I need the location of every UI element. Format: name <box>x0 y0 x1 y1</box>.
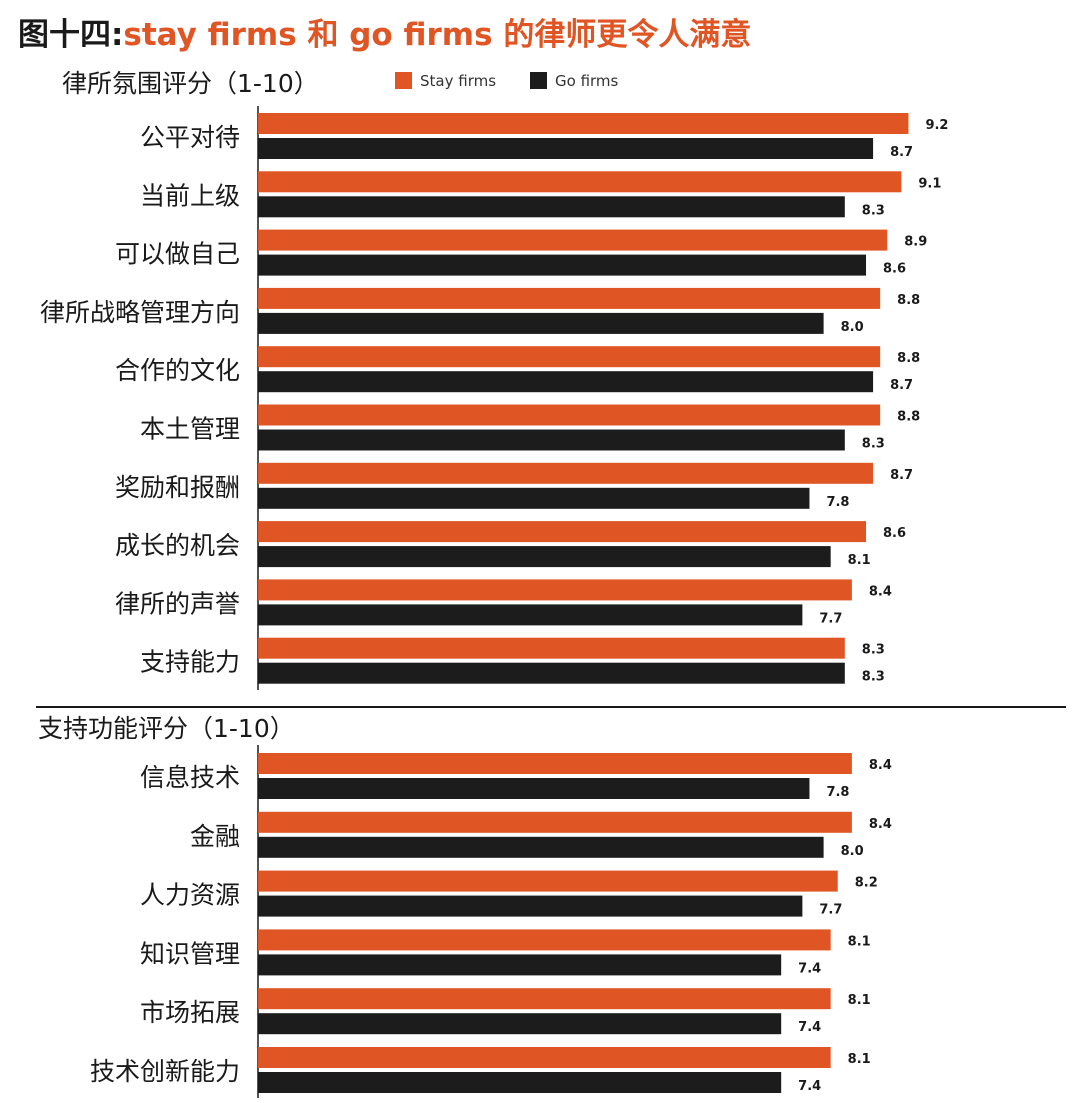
category-label: 金融 <box>190 822 240 851</box>
bar-stay <box>258 462 874 484</box>
value-label-stay: 8.4 <box>869 758 892 773</box>
category-label: 合作的文化 <box>115 356 240 385</box>
bar-stay <box>258 1047 831 1068</box>
value-label-go: 7.8 <box>826 495 849 510</box>
value-label-go: 8.0 <box>841 844 864 859</box>
bar-go <box>258 778 810 799</box>
value-label-stay: 8.8 <box>897 351 920 366</box>
bar-go <box>258 429 845 451</box>
bar-go <box>258 254 867 276</box>
category-label: 可以做自己 <box>115 240 240 269</box>
bar-stay <box>258 753 852 774</box>
value-label-stay: 8.6 <box>883 526 906 541</box>
bar-go <box>258 662 845 684</box>
legend-label-stay: Stay firms <box>420 72 496 90</box>
category-label: 人力资源 <box>140 881 240 910</box>
category-label: 律所的声誉 <box>115 589 240 618</box>
category-label: 成长的机会 <box>115 531 240 560</box>
bar-stay <box>258 287 881 309</box>
category-label: 信息技术 <box>140 763 240 792</box>
bar-stay <box>258 521 867 543</box>
value-label-stay: 8.7 <box>890 468 913 483</box>
value-label-stay: 8.1 <box>848 934 871 949</box>
value-label-stay: 8.8 <box>897 293 920 308</box>
value-label-stay: 8.4 <box>869 817 892 832</box>
value-label-go: 8.1 <box>848 553 871 568</box>
bar-stay <box>258 811 852 833</box>
bar-go <box>258 836 824 858</box>
category-label: 律所战略管理方向 <box>40 298 240 327</box>
value-label-stay: 8.2 <box>855 876 878 891</box>
legend-swatch-go <box>530 72 547 89</box>
value-label-go: 7.4 <box>798 961 821 976</box>
value-label-stay: 8.4 <box>869 584 892 599</box>
bar-stay <box>258 346 881 368</box>
category-label: 本土管理 <box>140 415 240 444</box>
value-label-go: 7.4 <box>798 1079 821 1094</box>
value-label-stay: 8.3 <box>862 643 885 658</box>
bar-go <box>258 1072 782 1093</box>
bar-stay <box>258 988 831 1010</box>
section-1-title: 律所氛围评分（1-10） <box>62 69 319 98</box>
bar-stay <box>258 113 909 134</box>
category-label: 当前上级 <box>140 181 240 210</box>
bar-stay <box>258 579 852 601</box>
value-label-stay: 8.8 <box>897 410 920 425</box>
bar-go <box>258 604 803 626</box>
value-label-go: 8.3 <box>862 203 885 218</box>
category-label: 支持能力 <box>140 648 240 677</box>
value-label-go: 8.7 <box>890 145 913 160</box>
value-label-go: 7.4 <box>798 1020 821 1035</box>
bar-go <box>258 487 810 509</box>
value-label-stay: 8.1 <box>848 993 871 1008</box>
bar-stay <box>258 870 838 892</box>
plot-section-2: 信息技术 8.4 7.8 金融 8.4 8.0 人力资源 8.2 7.7 知识管理 8.1 7.4 市场… <box>90 745 892 1098</box>
value-label-stay: 8.1 <box>848 1052 871 1067</box>
value-label-stay: 9.2 <box>925 118 948 133</box>
value-label-go: 7.7 <box>819 611 842 626</box>
bar-go <box>258 371 874 393</box>
category-label: 公平对待 <box>140 123 240 152</box>
bar-go <box>258 1013 782 1035</box>
section-2-title: 支持功能评分（1-10） <box>38 714 295 743</box>
value-label-go: 8.0 <box>841 320 864 335</box>
bar-stay <box>258 929 831 951</box>
legend-label-go: Go firms <box>555 72 619 90</box>
bar-stay <box>258 171 902 193</box>
bar-go <box>258 546 831 568</box>
bar-go <box>258 895 803 917</box>
chart-title: 图十四:stay firms 和 go firms 的律师更令人满意 <box>18 17 751 53</box>
chart-title-prefix: 图十四: <box>18 17 123 53</box>
bar-stay <box>258 637 845 659</box>
bar-stay <box>258 229 888 251</box>
bar-go <box>258 138 874 159</box>
bar-go <box>258 312 824 334</box>
value-label-go: 8.3 <box>862 437 885 452</box>
legend-swatch-stay <box>395 72 412 89</box>
value-label-go: 8.6 <box>883 262 906 277</box>
chart-title-main: stay firms 和 go firms 的律师更令人满意 <box>123 17 751 53</box>
bar-stay <box>258 404 881 426</box>
value-label-stay: 9.1 <box>918 176 941 191</box>
category-label: 奖励和报酬 <box>115 473 240 502</box>
bar-go <box>258 954 782 976</box>
category-label: 技术创新能力 <box>90 1057 240 1086</box>
value-label-go: 7.8 <box>826 785 849 800</box>
value-label-go: 7.7 <box>819 903 842 918</box>
value-label-stay: 8.9 <box>904 235 927 250</box>
legend: Stay firms Go firms <box>395 72 619 90</box>
category-label: 市场拓展 <box>140 998 240 1027</box>
plot-section-1: 公平对待 9.2 8.7 当前上级 9.1 8.3 可以做自己 8.9 8.6 律所战略管理方向 8… <box>40 106 948 690</box>
bar-go <box>258 196 845 218</box>
category-label: 知识管理 <box>140 939 240 968</box>
value-label-go: 8.3 <box>862 670 885 685</box>
value-label-go: 8.7 <box>890 378 913 393</box>
